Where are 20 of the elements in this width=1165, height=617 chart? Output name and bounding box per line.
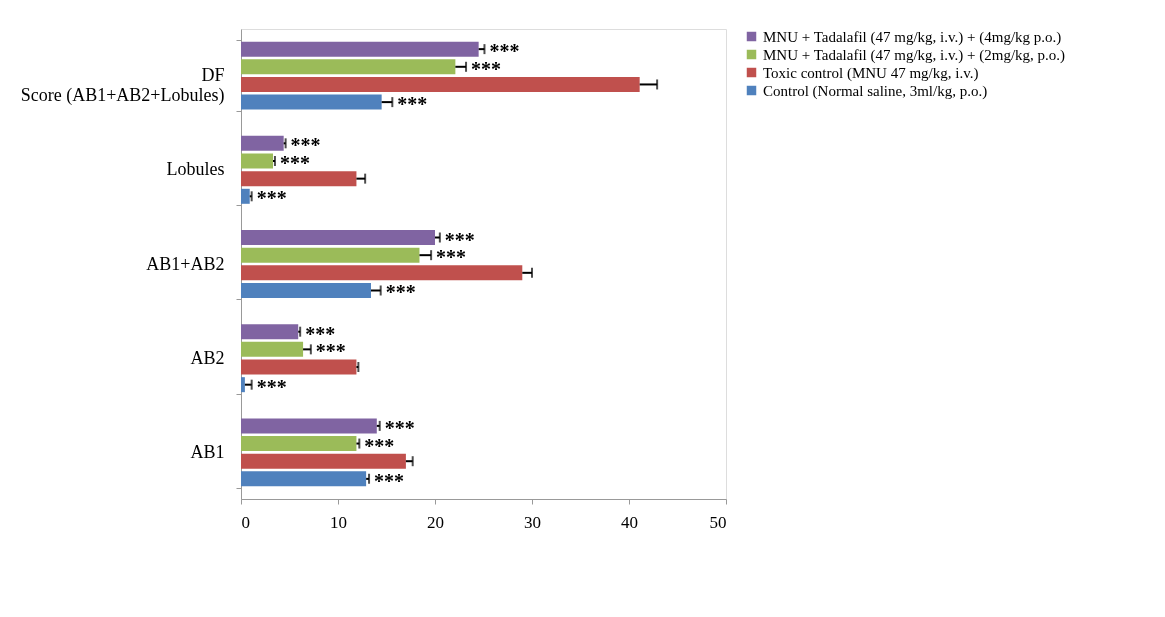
legend-label: MNU + Tadalafil (47 mg/kg, i.v.) + (2mg/kg, p.o.): [763, 46, 1066, 64]
legend-label: Toxic control (MNU 47 mg/kg, i.v.): [763, 64, 979, 82]
x-tick-label: 50: [709, 512, 727, 532]
data-label: ***: [397, 93, 428, 116]
data-label: ***: [374, 469, 405, 492]
x-tick-label: 0: [241, 512, 250, 532]
x-tick-label: 20: [427, 512, 444, 532]
data-label: ***: [256, 375, 287, 398]
y-tick-label: DF Score (AB1+AB2+Lobules): [20, 65, 225, 107]
y-tick-label: Lobules: [166, 159, 225, 180]
data-label: ***: [256, 187, 287, 210]
y-tick-label: AB1+AB2: [146, 253, 225, 274]
y-tick-label: AB1: [190, 441, 225, 462]
legend-label: Control (Normal saline, 3ml/kg, p.o.): [763, 82, 988, 100]
y-tick-label: AB2: [190, 347, 225, 368]
data-label: ***: [385, 281, 416, 304]
x-tick-label: 10: [330, 512, 347, 532]
x-tick-label: 30: [524, 512, 541, 532]
x-tick-label: 40: [621, 512, 638, 532]
legend-label: MNU + Tadalafil (47 mg/kg, i.v.) + (4mg/kg p.o.): [763, 28, 1062, 46]
